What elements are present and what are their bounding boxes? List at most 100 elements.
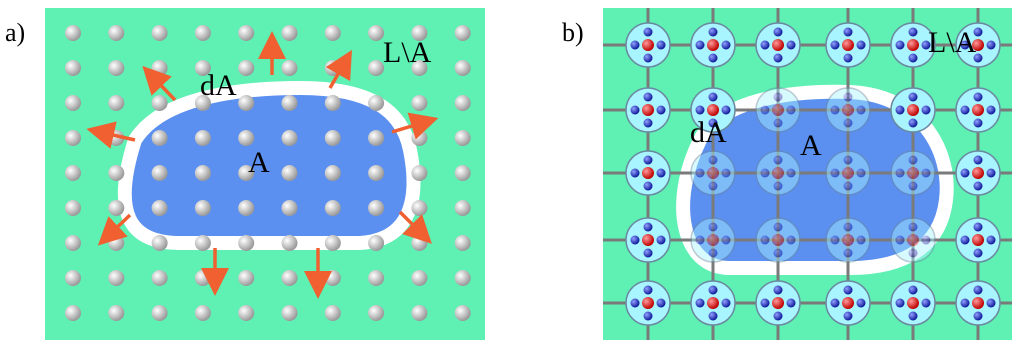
lattice-site: [65, 270, 81, 286]
lattice-site: [368, 165, 384, 181]
node-core: [707, 104, 719, 116]
node-electron: [722, 236, 731, 245]
lattice-site: [368, 95, 384, 111]
lattice-node: [891, 151, 935, 195]
lattice-site: [282, 305, 298, 321]
node-electron: [644, 54, 653, 63]
node-electron: [722, 299, 731, 308]
node-electron: [909, 286, 918, 295]
lattice-node: [626, 281, 670, 325]
lattice-site: [455, 305, 471, 321]
node-electron: [844, 119, 853, 128]
boundary-label: dA: [200, 69, 237, 102]
node-electron: [774, 28, 783, 37]
node-electron: [922, 299, 931, 308]
node-electron: [831, 299, 840, 308]
node-electron: [774, 312, 783, 321]
node-electron: [774, 156, 783, 165]
lattice-site: [325, 235, 341, 251]
node-electron: [774, 249, 783, 258]
lattice-node: [626, 88, 670, 132]
node-electron: [974, 223, 983, 232]
lattice-site: [411, 305, 427, 321]
lattice-site: [65, 95, 81, 111]
lattice-site: [325, 25, 341, 41]
lattice-node: [691, 281, 735, 325]
complement-label: L\A: [928, 26, 977, 59]
region-label: A: [800, 129, 822, 162]
node-electron: [631, 169, 640, 178]
node-core: [842, 234, 854, 246]
lattice-site: [152, 235, 168, 251]
node-electron: [896, 106, 905, 115]
lattice-site: [282, 60, 298, 76]
lattice-site: [455, 235, 471, 251]
node-electron: [644, 119, 653, 128]
lattice-site: [455, 200, 471, 216]
lattice-site: [238, 305, 254, 321]
lattice-site: [108, 165, 124, 181]
node-electron: [974, 249, 983, 258]
node-electron: [831, 106, 840, 115]
lattice-node: [891, 88, 935, 132]
lattice-node: [826, 281, 870, 325]
lattice-node: [756, 218, 800, 262]
node-electron: [857, 106, 866, 115]
node-core: [772, 167, 784, 179]
node-core: [642, 39, 654, 51]
node-core: [642, 104, 654, 116]
lattice-site: [65, 235, 81, 251]
node-electron: [844, 28, 853, 37]
node-electron: [761, 41, 770, 50]
node-core: [642, 167, 654, 179]
node-electron: [987, 169, 996, 178]
lattice-site: [455, 165, 471, 181]
node-electron: [844, 223, 853, 232]
lattice-node: [756, 151, 800, 195]
lattice-site: [455, 60, 471, 76]
node-electron: [761, 106, 770, 115]
node-electron: [774, 119, 783, 128]
node-electron: [709, 312, 718, 321]
lattice-site: [108, 200, 124, 216]
lattice-site: [152, 95, 168, 111]
lattice-site: [152, 305, 168, 321]
node-electron: [909, 54, 918, 63]
lattice-site: [195, 25, 211, 41]
node-electron: [909, 93, 918, 102]
lattice-site: [152, 200, 168, 216]
lattice-node: [956, 218, 1000, 262]
node-electron: [844, 182, 853, 191]
node-electron: [922, 236, 931, 245]
lattice-node: [891, 281, 935, 325]
node-electron: [722, 106, 731, 115]
lattice-site: [455, 95, 471, 111]
node-electron: [844, 249, 853, 258]
node-core: [772, 234, 784, 246]
lattice-node: [756, 88, 800, 132]
lattice-site: [152, 60, 168, 76]
lattice-site: [368, 25, 384, 41]
lattice-site: [195, 235, 211, 251]
lattice-site: [411, 270, 427, 286]
node-electron: [909, 156, 918, 165]
lattice-site: [238, 60, 254, 76]
node-electron: [722, 41, 731, 50]
node-electron: [831, 41, 840, 50]
lattice-site: [325, 130, 341, 146]
lattice-site: [238, 25, 254, 41]
node-electron: [657, 106, 666, 115]
node-electron: [909, 28, 918, 37]
lattice-site: [325, 95, 341, 111]
lattice-node: [691, 151, 735, 195]
lattice-site: [238, 200, 254, 216]
lattice-site: [411, 130, 427, 146]
panel-b: b) dA A L\A: [562, 8, 1012, 340]
lattice-site: [368, 200, 384, 216]
node-electron: [644, 156, 653, 165]
lattice-site: [325, 305, 341, 321]
node-core: [907, 39, 919, 51]
node-electron: [774, 182, 783, 191]
lattice-site: [411, 165, 427, 181]
node-electron: [974, 312, 983, 321]
